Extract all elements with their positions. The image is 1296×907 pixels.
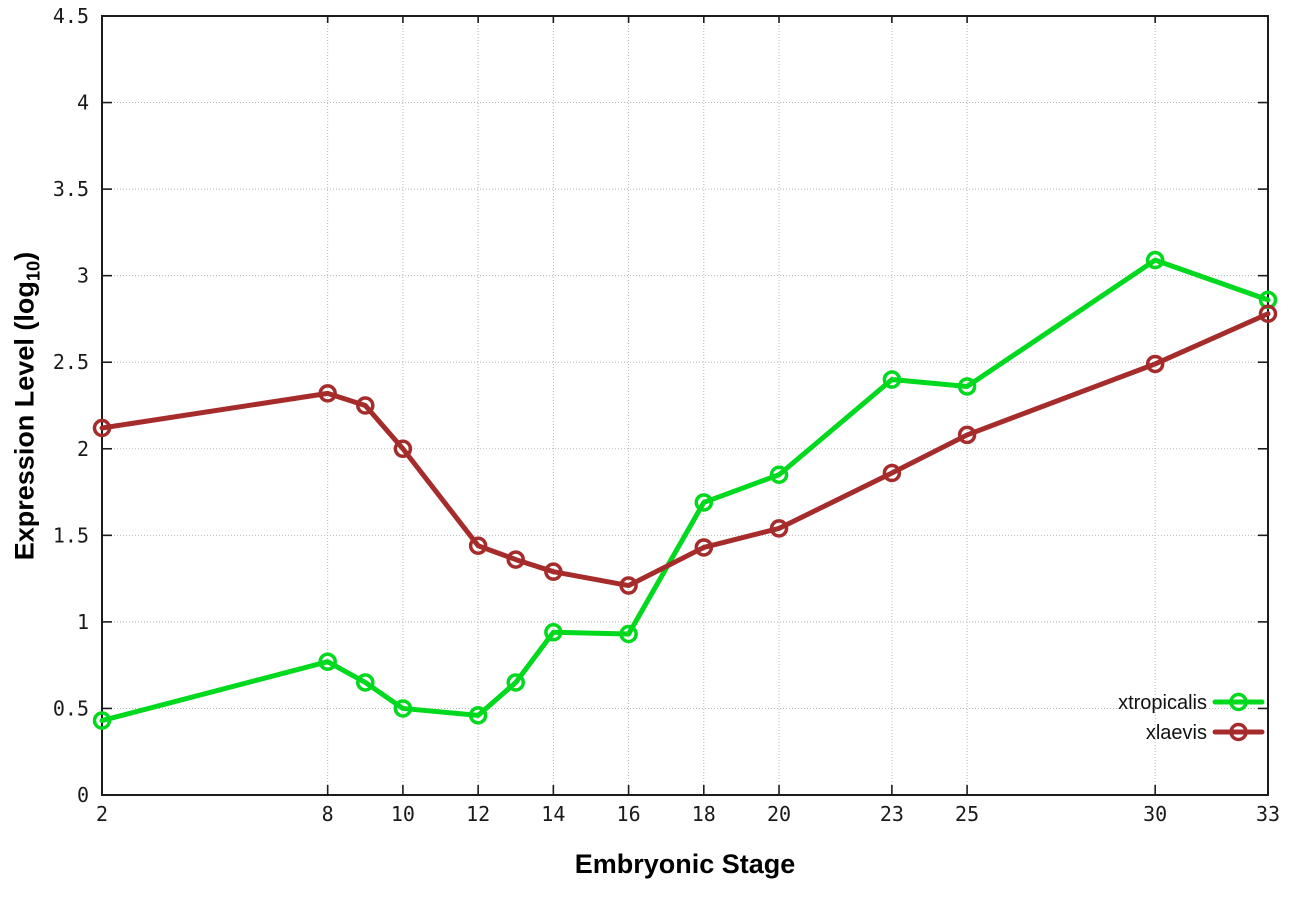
data-point-xlaevis	[957, 425, 977, 445]
x-tick-label: 16	[617, 802, 641, 826]
data-point-xtropicalis	[769, 465, 789, 484]
data-point-xtropicalis	[356, 673, 375, 692]
data-point-xtropicalis	[544, 623, 563, 642]
data-point-xlaevis	[619, 576, 638, 595]
data-point-xlaevis	[468, 536, 488, 555]
x-tick-label: 30	[1143, 802, 1167, 826]
data-point-xlaevis	[506, 550, 525, 569]
y-tick-label: 1.5	[53, 523, 89, 547]
data-point-xtropicalis	[506, 673, 525, 692]
data-point-xlaevis	[769, 519, 789, 538]
gridlines	[102, 16, 1268, 795]
data-point-xlaevis	[1258, 304, 1278, 324]
x-tick-label: 18	[692, 802, 716, 826]
y-tick-label: 3	[77, 264, 89, 288]
series-xlaevis	[92, 304, 1278, 595]
y-tick-label: 2	[77, 437, 89, 461]
legend-label-xlaevis: xlaevis	[1146, 722, 1207, 744]
data-point-xlaevis	[92, 418, 112, 438]
data-point-xtropicalis	[957, 377, 977, 396]
series-xtropicalis	[92, 250, 1278, 730]
series-line-xlaevis	[99, 311, 1271, 589]
legend-marker-xtropicalis	[1229, 692, 1248, 712]
data-point-xtropicalis	[694, 493, 714, 512]
data-point-xlaevis	[544, 562, 563, 581]
x-tick-label: 2	[96, 802, 108, 826]
y-tick-label: 0.5	[53, 696, 89, 720]
y-tick-label: 0	[77, 783, 89, 807]
x-tick-label: 10	[391, 802, 415, 826]
data-point-xtropicalis	[318, 652, 337, 671]
x-tick-label: 8	[322, 802, 334, 826]
y-tick-label: 3.5	[53, 177, 89, 201]
data-point-xlaevis	[882, 463, 902, 483]
data-point-xlaevis	[1145, 354, 1165, 374]
legend-label-xtropicalis: xtropicalis	[1118, 692, 1207, 714]
x-tick-label: 25	[955, 802, 979, 826]
x-tick-label: 20	[767, 802, 791, 826]
plot-border	[101, 15, 1269, 796]
data-point-xtropicalis	[1145, 250, 1165, 270]
series-line-xtropicalis	[99, 257, 1271, 724]
y-axis-title-subscript: 10	[22, 260, 44, 282]
data-point-xtropicalis	[393, 699, 413, 718]
y-axis-title-suffix: )	[9, 251, 40, 261]
y-axis-title-prefix: Expression Level (log	[9, 281, 40, 561]
data-point-xtropicalis	[619, 624, 638, 644]
y-tick-label: 4.5	[53, 4, 89, 28]
y-axis-title: Expression Level (log10)	[9, 252, 44, 561]
x-tick-label: 14	[541, 802, 565, 826]
data-point-xtropicalis	[882, 370, 902, 389]
x-axis-title: Embryonic Stage	[574, 849, 796, 879]
y-tick-label: 2.5	[53, 350, 89, 374]
legend-marker-xlaevis	[1229, 722, 1248, 742]
x-tick-label: 33	[1256, 802, 1280, 826]
tick-labels: 2 8 10 12 14 16 18 20 23 25 30 33 0 0.5 1 1.5 2 2.5 3 3.5 4 4…	[53, 4, 1280, 826]
axis-ticks	[101, 15, 1269, 796]
y-tick-label: 4	[77, 91, 89, 115]
x-tick-label: 12	[466, 802, 490, 826]
legend: xtropicalis xlaevis	[1118, 692, 1265, 744]
x-tick-label: 23	[880, 802, 904, 826]
data-point-xtropicalis	[468, 706, 488, 725]
data-point-xlaevis	[356, 396, 375, 415]
data-point-xlaevis	[393, 439, 413, 459]
y-tick-label: 1	[77, 610, 89, 634]
data-point-xlaevis	[694, 538, 714, 557]
data-point-xtropicalis	[92, 711, 112, 730]
data-point-xlaevis	[318, 384, 337, 403]
